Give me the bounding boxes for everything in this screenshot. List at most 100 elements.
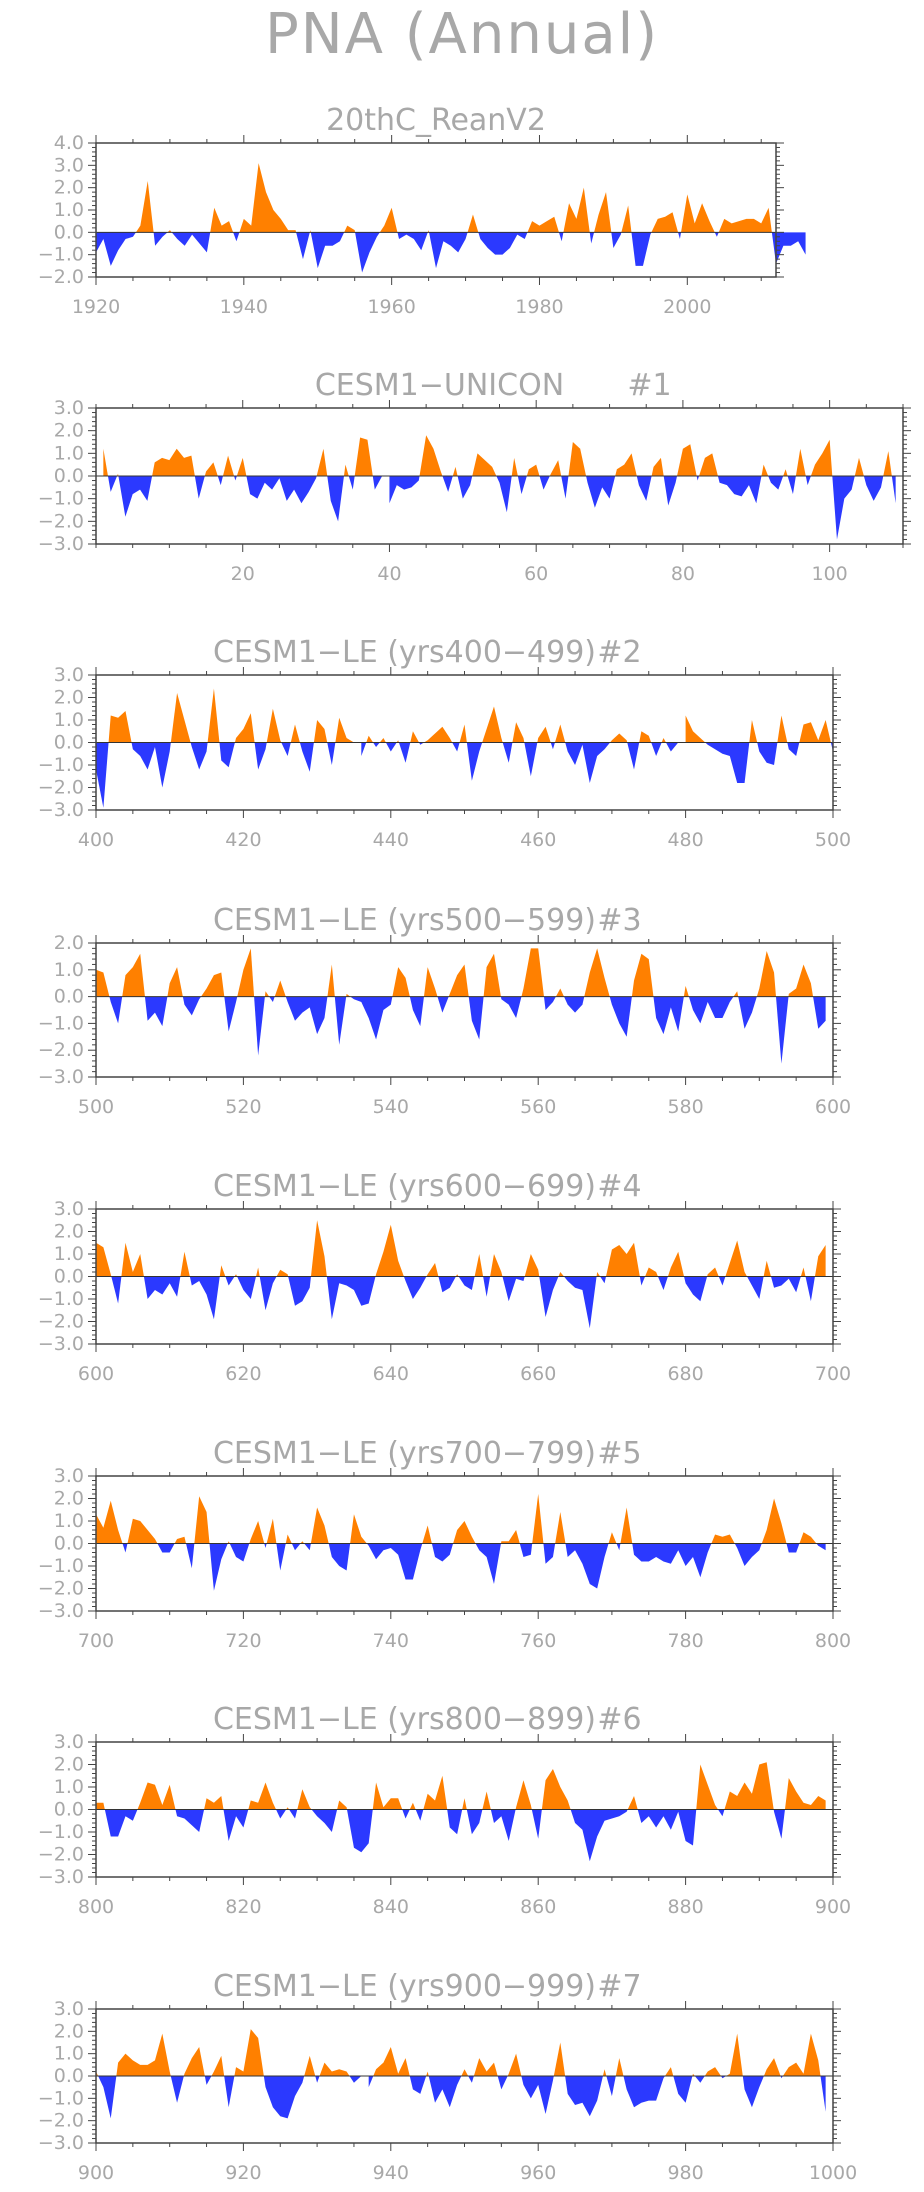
- negative-area: [233, 232, 240, 242]
- negative-area: [813, 996, 826, 1029]
- positive-area: [201, 972, 225, 997]
- y-tick-label: 3.0: [54, 397, 84, 419]
- positive-area: [423, 1775, 448, 1810]
- negative-area: [98, 2076, 117, 2119]
- negative-area: [289, 1809, 298, 1819]
- negative-area: [104, 1809, 138, 1837]
- y-tick-label: −1.0: [38, 1012, 84, 1034]
- positive-area: [681, 194, 715, 233]
- negative-area: [543, 996, 556, 1010]
- negative-area: [131, 742, 171, 788]
- chart-panel-6: CESM1−LE (yrs800−899) #6 −3.0−2.0−1.00.01.…: [38, 1702, 851, 1918]
- negative-area: [442, 476, 453, 492]
- x-tick-label: 780: [667, 1630, 703, 1652]
- positive-area: [335, 717, 354, 743]
- positive-area: [354, 437, 373, 476]
- negative-area: [190, 742, 208, 770]
- positive-area: [310, 1220, 327, 1277]
- positive-area: [337, 1800, 347, 1810]
- y-tick-label: 2.0: [54, 2020, 84, 2042]
- negative-area: [254, 742, 267, 770]
- negative-area: [561, 476, 569, 499]
- negative-area: [276, 1543, 286, 1571]
- negative-area: [521, 2076, 554, 2114]
- y-tick-label: −1.0: [38, 488, 84, 510]
- negative-area: [447, 1809, 463, 1835]
- negative-area: [237, 1276, 257, 1299]
- negative-area: [564, 1276, 597, 1329]
- y-tick-label: 3.0: [54, 1465, 84, 1487]
- y-tick-label: −2.0: [38, 1844, 84, 1866]
- x-tick-label: 840: [373, 1896, 409, 1918]
- positive-area: [711, 1534, 735, 1544]
- y-tick-label: −1.0: [38, 1555, 84, 1577]
- negative-area: [718, 1809, 725, 1817]
- positive-area: [426, 1263, 439, 1277]
- positive-area: [419, 435, 443, 476]
- chart-panel-3: CESM1−LE (yrs500−599) #3 −3.0 −2.0 −1.0 0.0 1.…: [38, 903, 851, 1118]
- negative-area: [773, 1809, 785, 1839]
- positive-area: [554, 724, 566, 743]
- negative-area: [346, 1809, 373, 1853]
- positive-area: [799, 720, 831, 743]
- y-tick-label: −3.0: [38, 2132, 84, 2154]
- negative-area: [219, 742, 235, 768]
- positive-area: [594, 192, 612, 233]
- positive-area: [651, 212, 679, 233]
- positive-area: [692, 2073, 695, 2076]
- positive-area: [507, 2053, 522, 2076]
- positive-area: [375, 1224, 404, 1277]
- positive-area: [724, 1762, 774, 1810]
- chart-panel-4: CESM1−LE (yrs600−699) #4 −3.0−2.0−1.00.01.…: [38, 1169, 851, 1385]
- x-tick-label: 600: [78, 1363, 114, 1385]
- negative-area: [269, 996, 275, 1002]
- positive-area: [459, 724, 467, 743]
- x-tick-label: 900: [78, 2162, 114, 2184]
- negative-area: [639, 1276, 646, 1286]
- x-tick-label: 740: [373, 1630, 409, 1652]
- positive-area: [266, 708, 282, 743]
- x-tick-label: 560: [520, 1096, 556, 1118]
- positive-area: [761, 1498, 787, 1544]
- negative-area: [398, 742, 411, 763]
- negative-area: [259, 1276, 277, 1311]
- negative-area: [609, 996, 632, 1037]
- positive-area: [127, 1518, 158, 1544]
- positive-area: [344, 225, 356, 233]
- negative-area: [438, 1276, 456, 1293]
- negative-area: [468, 996, 484, 1040]
- positive-area: [596, 1272, 601, 1277]
- positive-area: [234, 1274, 238, 1277]
- y-tick-label: 1.0: [54, 959, 84, 981]
- negative-area: [694, 2076, 705, 2083]
- negative-area: [223, 1809, 249, 1841]
- positive-area: [309, 230, 311, 233]
- positive-area: [883, 451, 892, 476]
- negative-area: [361, 742, 367, 756]
- positive-area: [500, 1530, 520, 1544]
- x-tick-label: 600: [815, 1096, 851, 1118]
- negative-area: [296, 232, 310, 260]
- positive-area: [455, 1274, 459, 1277]
- negative-area: [224, 996, 238, 1032]
- negative-area: [632, 1543, 712, 1578]
- negative-area: [217, 476, 223, 486]
- negative-area: [600, 1276, 606, 1284]
- negative-area: [678, 232, 682, 240]
- negative-area: [111, 1276, 122, 1304]
- negative-area: [349, 2076, 362, 2083]
- y-tick-label: 0.0: [54, 1799, 84, 1821]
- negative-area: [623, 2076, 665, 2108]
- positive-area: [627, 1796, 638, 1810]
- positive-area: [763, 1260, 771, 1277]
- x-tick-label: 1960: [367, 296, 415, 318]
- y-tick-label: 1.0: [54, 2043, 84, 2065]
- positive-area: [763, 2058, 781, 2076]
- negative-area: [863, 476, 884, 501]
- positive-area: [286, 1807, 290, 1810]
- page-title: PNA (Annual): [264, 2, 660, 67]
- y-tick-label: −1.0: [38, 1288, 84, 1310]
- chart-panel-1: CESM1−UNICON #1 −3.0−2.0−1.00.01.02.03.0 20…: [38, 368, 911, 585]
- positive-area: [453, 1521, 476, 1544]
